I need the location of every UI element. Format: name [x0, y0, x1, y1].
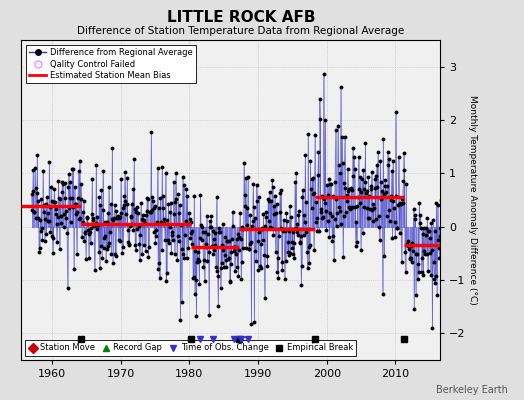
- Text: Berkeley Earth: Berkeley Earth: [436, 385, 508, 395]
- Legend: Station Move, Record Gap, Time of Obs. Change, Empirical Break: Station Move, Record Gap, Time of Obs. C…: [25, 340, 356, 356]
- Y-axis label: Monthly Temperature Anomaly Difference (°C): Monthly Temperature Anomaly Difference (…: [468, 95, 477, 305]
- Text: Difference of Station Temperature Data from Regional Average: Difference of Station Temperature Data f…: [78, 26, 405, 36]
- Text: LITTLE ROCK AFB: LITTLE ROCK AFB: [167, 10, 315, 25]
